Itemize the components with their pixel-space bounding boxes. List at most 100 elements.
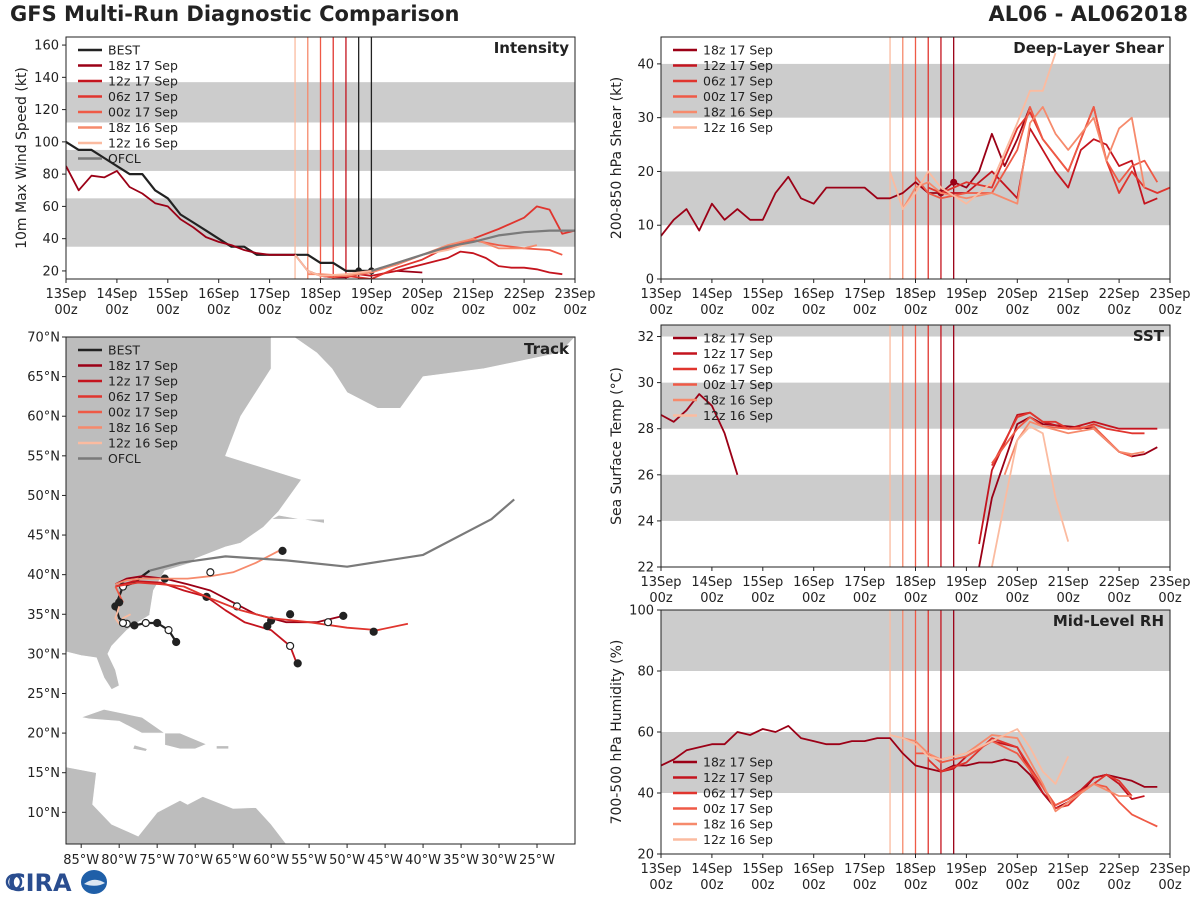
track-line-r06z17 — [115, 581, 409, 631]
x-tick-label-hour: 00z — [955, 303, 979, 318]
lon-tick-label: 40°W — [405, 853, 441, 868]
chart-intensity: 2040608010012014016013Sep00z14Sep00z15Se… — [14, 36, 596, 318]
lon-tick-label: 80°W — [101, 853, 137, 868]
x-tick-label-hour: 00z — [853, 591, 877, 606]
y-tick-label: 160 — [34, 39, 59, 54]
series-group — [66, 140, 575, 279]
chart-track: 10°N 15°N 20°N 25°N 30°N 35°N 40°N 45°N 50°N 55°N… — [27, 331, 576, 868]
x-tick-label-hour: 00z — [1057, 303, 1081, 318]
track-line-r18z17 — [115, 575, 344, 624]
series-line-OFCL — [371, 229, 575, 272]
x-tick-label-hour: 00z — [54, 303, 78, 318]
legend-label: 18z 17 Sep — [703, 755, 773, 770]
panel-title: Track — [524, 340, 570, 358]
series-line-r12z17 — [345, 250, 563, 279]
y-tick-label: 120 — [34, 103, 59, 118]
series-marker — [950, 178, 958, 186]
legend-label: 18z 17 Sep — [108, 58, 178, 73]
x-tick-label-hour: 00z — [1057, 591, 1081, 606]
series-line-r18z16 — [902, 106, 1146, 210]
legend-label: 12z 16 Sep — [703, 408, 773, 423]
legend-label: 18z 16 Sep — [703, 393, 773, 408]
x-tick-label-hour: 00z — [1006, 878, 1030, 893]
legend-label: 12z 17 Sep — [108, 374, 178, 389]
x-tick-label-hour: 00z — [955, 591, 979, 606]
x-tick-label-hour: 00z — [904, 878, 928, 893]
y-tick-label: 60 — [42, 200, 59, 215]
legend-label: 00z 17 Sep — [108, 405, 178, 420]
legend-label: 12z 16 Sep — [703, 832, 773, 847]
x-tick-label-hour: 00z — [360, 303, 384, 318]
x-tick-label: 13Sep — [640, 862, 681, 877]
series-group — [661, 393, 1158, 567]
x-tick-label-hour: 00z — [904, 303, 928, 318]
track-marker — [153, 618, 162, 628]
y-axis-label: 700-500 hPa Humidity (%) — [609, 640, 625, 825]
legend-label: 06z 17 Sep — [108, 389, 178, 404]
track-marker — [293, 659, 302, 668]
series-line-BEST — [66, 140, 372, 272]
series-line-r18z17 — [661, 106, 1031, 237]
y-tick-label: 10 — [637, 219, 654, 234]
legend-label: 18z 17 Sep — [703, 43, 773, 58]
legend-label: 18z 17 Sep — [703, 331, 773, 346]
y-tick-label: 20 — [637, 165, 654, 180]
lon-tick-label: 30°W — [481, 853, 517, 868]
series-line-r06z17 — [927, 737, 1133, 810]
x-tick-label: 21Sep — [1048, 575, 1089, 590]
x-tick-label-hour: 00z — [751, 303, 775, 318]
x-tick-label: 16Sep — [198, 287, 239, 302]
x-tick-label: 19Sep — [946, 862, 987, 877]
y-tick-label: 40 — [637, 787, 654, 802]
lat-tick-label: 45°N — [27, 529, 60, 544]
y-tick-label: 20 — [637, 848, 654, 863]
x-tick-label: 16Sep — [793, 287, 834, 302]
y-tick-label: 140 — [34, 71, 59, 86]
y-tick-label: 32 — [637, 330, 654, 345]
y-tick-label: 24 — [637, 514, 654, 529]
x-tick-label-hour: 00z — [802, 303, 826, 318]
x-tick-label: 17Sep — [844, 287, 885, 302]
x-tick-label: 15Sep — [742, 575, 783, 590]
legend-label: 00z 17 Sep — [703, 89, 773, 104]
plot-frame — [65, 336, 576, 845]
lon-tick-label: 60°W — [253, 853, 289, 868]
series-group — [661, 52, 1170, 237]
lon-tick-label: 45°W — [367, 853, 403, 868]
legend-label: 12z 17 Sep — [703, 346, 773, 361]
panel-title: Mid-Level RH — [1053, 612, 1164, 630]
lon-tick-label: 55°W — [291, 853, 327, 868]
x-tick-label-hour: 00z — [853, 303, 877, 318]
lat-tick-label: 15°N — [27, 766, 60, 781]
x-tick-label-hour: 00z — [309, 303, 333, 318]
legend-label: 18z 16 Sep — [108, 120, 178, 135]
legend-label: 06z 17 Sep — [703, 74, 773, 89]
x-tick-label-hour: 00z — [1158, 878, 1182, 893]
lon-tick-label: 35°W — [443, 853, 479, 868]
lon-tick-label: 70°W — [177, 853, 213, 868]
x-tick-label: 20Sep — [997, 287, 1038, 302]
x-tick-label: 13Sep — [640, 287, 681, 302]
x-tick-label: 14Sep — [96, 287, 137, 302]
y-tick-label: 0 — [646, 273, 654, 288]
x-tick-label: 18Sep — [300, 287, 341, 302]
logo-text: CIRA — [8, 869, 72, 897]
x-tick-label: 18Sep — [895, 287, 936, 302]
x-tick-label: 21Sep — [1048, 287, 1089, 302]
x-tick-label-hour: 00z — [1107, 591, 1131, 606]
legend-label: 12z 17 Sep — [108, 74, 178, 89]
x-tick-label: 21Sep — [453, 287, 494, 302]
y-tick-label: 26 — [637, 468, 654, 483]
series-line-r18z17 — [661, 393, 739, 476]
series-group — [661, 725, 1158, 828]
track-marker — [278, 546, 287, 555]
x-tick-label: 22Sep — [1099, 862, 1140, 877]
track-line-OFCL — [149, 498, 515, 572]
track-marker — [164, 626, 173, 635]
x-tick-label-hour: 00z — [258, 303, 282, 318]
legend-label: BEST — [108, 43, 140, 58]
y-tick-label: 80 — [637, 665, 654, 680]
x-tick-label-hour: 00z — [700, 878, 724, 893]
